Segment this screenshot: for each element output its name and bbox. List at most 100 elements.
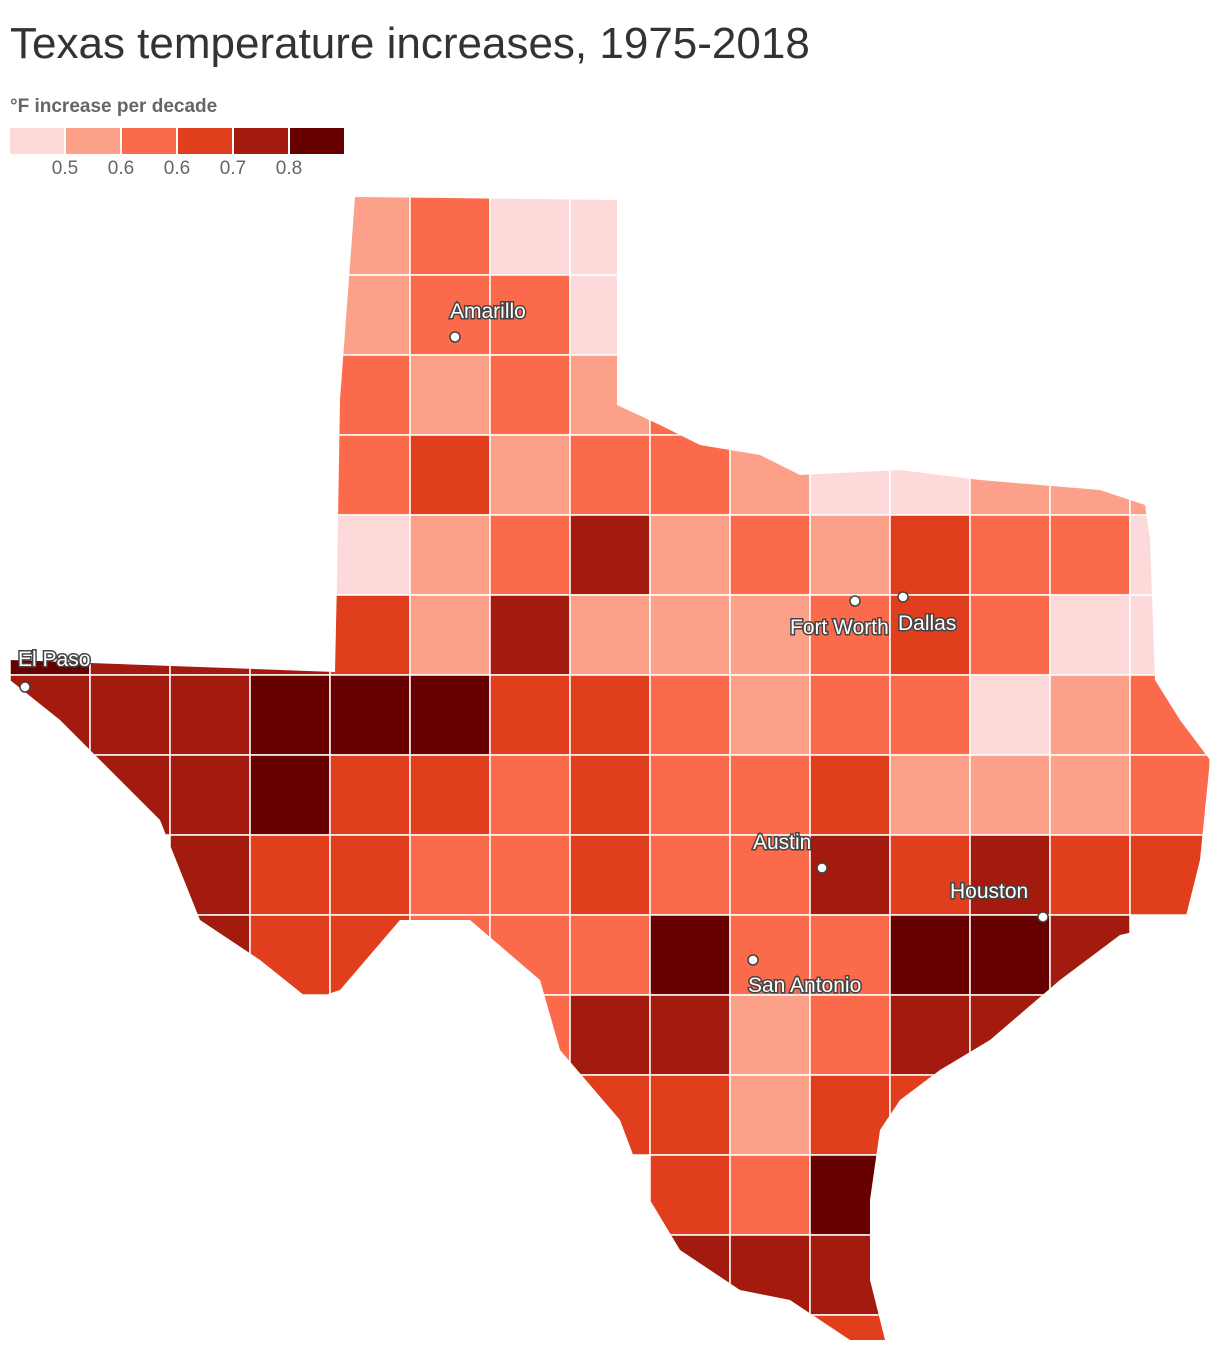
county-cell xyxy=(249,754,331,836)
county-cell xyxy=(1129,434,1210,516)
legend-tick-label: 0.6 xyxy=(108,158,134,179)
county-cell xyxy=(489,274,571,356)
county-cell xyxy=(969,914,1051,996)
county-cell xyxy=(1049,514,1131,596)
county-cell xyxy=(729,914,811,996)
county-cell xyxy=(489,994,571,1076)
city-label: Fort Worth xyxy=(790,616,889,639)
county-cell xyxy=(729,674,811,756)
county-cell xyxy=(249,834,331,916)
county-cell xyxy=(569,354,651,436)
county-cell xyxy=(569,834,651,916)
county-cell xyxy=(649,594,731,676)
county-cell xyxy=(649,834,731,916)
county-cell xyxy=(569,594,651,676)
county-cell xyxy=(489,197,571,276)
county-cell xyxy=(169,594,251,676)
county-cell xyxy=(1129,674,1210,756)
county-cell xyxy=(649,754,731,836)
county-cell xyxy=(329,834,411,916)
county-cell xyxy=(649,354,731,436)
legend-swatch xyxy=(66,128,120,154)
county-cell xyxy=(649,1074,731,1156)
county-cell xyxy=(729,1074,811,1156)
county-cell xyxy=(169,674,251,756)
county-cell xyxy=(969,674,1051,756)
city-dot xyxy=(747,954,759,966)
legend-tick-label: 0.6 xyxy=(164,158,190,179)
county-cell xyxy=(809,1154,891,1236)
county-cell xyxy=(409,274,491,356)
county-cell xyxy=(649,674,731,756)
county-cell xyxy=(329,674,411,756)
county-cell xyxy=(969,594,1051,676)
county-cell xyxy=(969,754,1051,836)
legend-swatch xyxy=(178,128,232,154)
city-label: Houston xyxy=(950,880,1028,903)
city-label: El Paso xyxy=(18,648,90,671)
legend-tick-label: 0.5 xyxy=(52,158,78,179)
county-cell xyxy=(649,994,731,1076)
county-cell xyxy=(329,274,411,356)
legend-title: °F increase per decade xyxy=(10,96,217,117)
county-cell xyxy=(89,594,171,676)
county-cell xyxy=(889,914,971,996)
county-cell xyxy=(249,594,331,676)
county-cell xyxy=(1049,594,1131,676)
county-cell xyxy=(1129,834,1210,916)
county-cell xyxy=(809,994,891,1076)
county-cell xyxy=(409,754,491,836)
title: Texas temperature increases, 1975-2018 xyxy=(10,19,810,68)
county-cell xyxy=(649,514,731,596)
county-cell xyxy=(169,914,251,996)
county-cell xyxy=(809,834,891,916)
city-dot xyxy=(1037,911,1049,923)
counties xyxy=(10,197,1210,1340)
city-dot xyxy=(449,331,461,343)
county-cell xyxy=(1049,834,1131,916)
county-cell xyxy=(169,834,251,916)
county-cell xyxy=(409,594,491,676)
county-cell xyxy=(729,1234,811,1316)
city-dot xyxy=(897,591,909,603)
county-cell xyxy=(969,514,1051,596)
legend-swatch xyxy=(122,128,176,154)
county-cell xyxy=(569,754,651,836)
county-cell xyxy=(89,754,171,836)
county-cell xyxy=(809,1314,891,1340)
county-cell xyxy=(649,1234,731,1316)
county-cell xyxy=(569,434,651,516)
county-cell xyxy=(729,434,811,516)
county-cell xyxy=(489,674,571,756)
county-cell xyxy=(889,834,971,916)
county-cell xyxy=(889,994,971,1076)
county-cell xyxy=(1129,514,1210,596)
county-cell xyxy=(729,1154,811,1236)
county-cell xyxy=(889,674,971,756)
county-cell xyxy=(409,674,491,756)
city-label: San Antonio xyxy=(748,974,861,997)
county-cell xyxy=(809,434,891,516)
county-cell xyxy=(489,514,571,596)
county-cell xyxy=(889,754,971,836)
county-cell xyxy=(809,754,891,836)
county-cell xyxy=(569,197,651,276)
county-cell xyxy=(409,834,491,916)
county-cell xyxy=(809,1074,891,1156)
city-label: Amarillo xyxy=(450,300,526,323)
county-cell xyxy=(809,594,891,676)
county-cell xyxy=(729,1314,811,1340)
cities: Amarillo El Paso Fort Worth Dallas Austin Hou… xyxy=(17,299,1049,999)
county-cell xyxy=(569,914,651,996)
county-cell xyxy=(169,754,251,836)
county-cell xyxy=(649,1154,731,1236)
county-cell xyxy=(89,674,171,756)
legend: 0.5 0.6 0.6 0.7 0.8 xyxy=(10,128,344,179)
county-cell xyxy=(1049,754,1131,836)
county-cell xyxy=(1129,754,1210,836)
county-cell xyxy=(569,674,651,756)
county-cell xyxy=(329,434,411,516)
county-cell xyxy=(329,914,411,996)
county-cell xyxy=(489,594,571,676)
